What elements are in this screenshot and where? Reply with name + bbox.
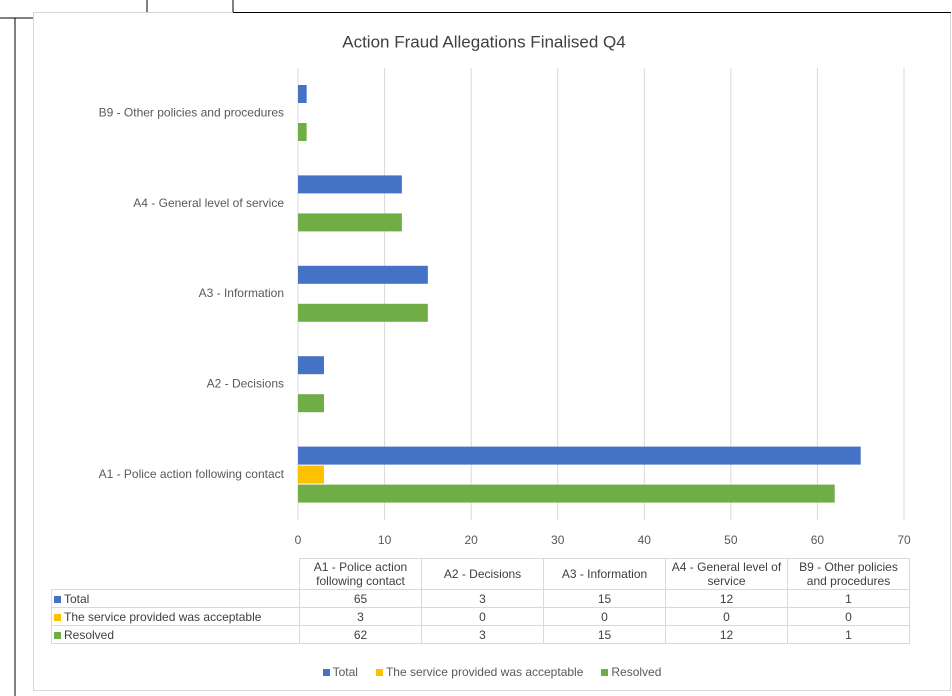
table-header-row: A1 - Police action following contact A2 -…: [52, 558, 910, 590]
table-series-name: Resolved: [51, 625, 300, 644]
table-cell: 3: [421, 589, 544, 608]
legend-key: [322, 669, 330, 676]
table-header: A4 - General level of service: [665, 558, 788, 590]
y-tick-label: B9 - Other policies and procedures: [99, 105, 284, 119]
bar: [298, 394, 324, 413]
x-tick-label: 40: [638, 533, 652, 547]
x-tick-label: 70: [897, 533, 911, 547]
legend-key: [601, 669, 609, 676]
legend-key: [54, 631, 61, 639]
table-cell: 12: [665, 625, 788, 644]
legend-label: Total: [332, 665, 358, 679]
x-tick-label: 0: [295, 533, 302, 547]
series-name: The service provided was acceptable: [64, 609, 262, 624]
bar: [298, 213, 402, 232]
bar: [298, 85, 307, 103]
x-tick-label: 20: [464, 533, 478, 547]
bar: [298, 175, 402, 194]
x-tick-label: 50: [724, 533, 738, 547]
table-cell: 3: [421, 625, 544, 644]
table-cell: 0: [543, 607, 666, 626]
table-cell: 65: [299, 589, 422, 608]
table-header: A2 - Decisions: [421, 558, 544, 590]
legend-item: Total: [322, 665, 358, 679]
x-tick-label: 10: [378, 533, 392, 547]
bar: [298, 303, 428, 322]
legend-key: [375, 669, 383, 676]
table-series-name: The service provided was acceptable: [51, 607, 300, 626]
bar: [298, 465, 324, 484]
table-cell: 0: [421, 607, 544, 626]
y-tick-label: A2 - Decisions: [207, 377, 284, 391]
series-name: Total: [64, 591, 90, 606]
y-tick-label: A1 - Police action following contact: [99, 467, 285, 481]
x-tick-label: 30: [551, 533, 565, 547]
legend-key: [54, 595, 61, 603]
x-tick-label: 60: [811, 533, 825, 547]
table-row: Resolved 62 3 15 12 1: [51, 625, 910, 644]
table-series-name: Total: [51, 589, 300, 608]
table-cell: 0: [665, 607, 788, 626]
table-cell: 3: [299, 607, 422, 626]
legend-item: Resolved: [601, 665, 661, 679]
bar: [298, 123, 307, 141]
table-cell: 1: [787, 589, 910, 608]
table-cell: 15: [543, 625, 666, 644]
bar: [298, 265, 428, 284]
legend-item: The service provided was acceptable: [375, 665, 584, 679]
table-cell: 1: [787, 625, 910, 644]
table-cell: 62: [299, 625, 422, 644]
bar: [298, 356, 324, 375]
legend-label: The service provided was acceptable: [385, 665, 584, 679]
legend-label: Resolved: [611, 665, 662, 679]
table-corner: [52, 559, 300, 590]
legend: Total The service provided was acceptable…: [33, 665, 951, 679]
table-header: A1 - Police action following contact: [299, 558, 422, 590]
table-row: The service provided was acceptable 3 0 0 0 0: [51, 607, 910, 626]
data-table: A1 - Police action following contact A2 -…: [51, 558, 910, 644]
bar: [298, 484, 835, 503]
y-tick-label: A3 - Information: [199, 286, 284, 300]
table-header: B9 - Other policies and procedures: [787, 558, 910, 590]
table-header: A3 - Information: [543, 558, 666, 590]
legend-key: [54, 613, 61, 621]
table-cell: 12: [665, 589, 788, 608]
table-row: Total 65 3 15 12 1: [51, 589, 910, 608]
chart-title: Action Fraud Allegations Finalised Q4: [342, 32, 626, 51]
table-cell: 0: [787, 607, 910, 626]
table-cell: 15: [543, 589, 666, 608]
y-tick-label: A4 - General level of service: [133, 196, 284, 210]
bar: [298, 446, 861, 465]
series-name: Resolved: [64, 627, 115, 642]
